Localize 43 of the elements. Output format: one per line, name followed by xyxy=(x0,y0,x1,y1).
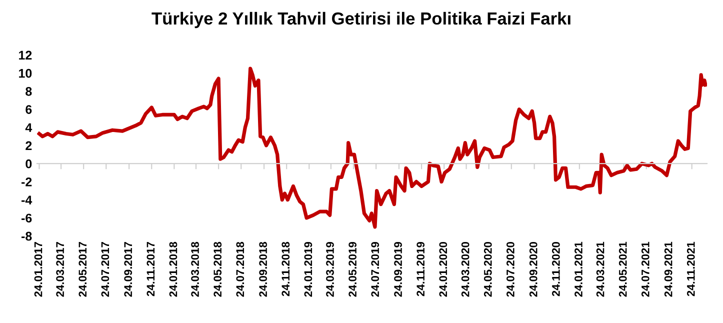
x-tick-label: 24.05.2021 xyxy=(618,242,627,297)
x-tick-label: 24.07.2017 xyxy=(101,242,110,297)
x-tick-label: 24.01.2021 xyxy=(574,242,582,297)
x-tick-label: 24.11.2019 xyxy=(416,242,425,296)
x-tick-label: 24.03.2017 xyxy=(56,242,64,297)
x-tick-label: 24.11.2018 xyxy=(282,242,290,296)
x-tick-label: 24.05.2019 xyxy=(348,242,356,297)
y-tick-label: -2 xyxy=(22,178,32,186)
x-tick-label: 24.11.2017 xyxy=(146,242,155,296)
y-tick-label: 8 xyxy=(26,87,32,96)
y-tick-label: -8 xyxy=(22,232,32,241)
x-tick-label: 24.07.2019 xyxy=(371,242,380,297)
x-tick-label: 24.05.2020 xyxy=(484,242,492,297)
x-tick-label: 24.03.2021 xyxy=(596,242,604,297)
x-tick-label: 24.07.2018 xyxy=(236,242,244,297)
x-tick-label: 24.11.2020 xyxy=(552,242,560,296)
y-tick-label: 12 xyxy=(19,50,32,60)
y-tick-label: -6 xyxy=(22,214,32,223)
x-tick-label: 24.05.2017 xyxy=(78,242,87,297)
y-tick-label: 4 xyxy=(25,123,32,132)
x-tick-label: 24.01.2020 xyxy=(439,242,448,297)
x-tick-label: 24.09.2021 xyxy=(664,242,672,297)
x-tick-label: 24.01.2018 xyxy=(169,242,178,297)
x-tick-label: 24.01.2017 xyxy=(34,242,42,297)
y-tick-label: 2 xyxy=(26,141,32,150)
y-tick-label: 0 xyxy=(26,159,32,168)
chart-title: Türkiye 2 Yıllık Tahvil Getirisi ile Politika Faizi Farkı xyxy=(152,12,570,28)
y-tick-label: -4 xyxy=(22,196,32,204)
x-tick-label: 24.03.2020 xyxy=(461,242,470,297)
x-tick-label: 24.07.2021 xyxy=(641,242,650,297)
x-tick-label: 24.09.2017 xyxy=(124,242,132,297)
y-tick-label: 10 xyxy=(19,68,32,78)
line-series xyxy=(37,66,707,229)
x-tick-label: 24.07.2020 xyxy=(506,242,514,297)
y-tick-label: 6 xyxy=(26,105,32,114)
x-tick-label: 24.09.2020 xyxy=(529,242,538,297)
x-tick-label: 24.05.2018 xyxy=(214,242,222,297)
x-tick-label: 24.03.2019 xyxy=(326,242,334,297)
x-tick-label: 24.09.2018 xyxy=(259,242,268,297)
x-tick-label: 24.11.2021 xyxy=(686,242,695,296)
x-tick-label: 24.03.2018 xyxy=(191,242,199,297)
x-tick-label: 24.09.2019 xyxy=(394,242,402,297)
x-tick-label: 24.01.2019 xyxy=(304,242,312,297)
